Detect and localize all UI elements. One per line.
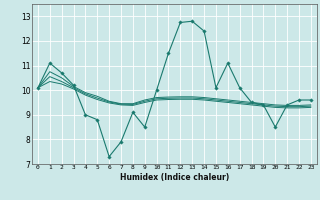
X-axis label: Humidex (Indice chaleur): Humidex (Indice chaleur) [120,173,229,182]
